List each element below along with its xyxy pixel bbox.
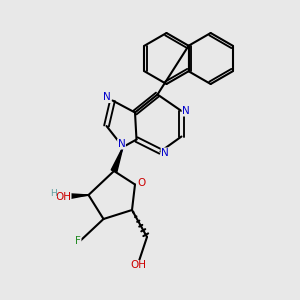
Polygon shape (111, 147, 123, 172)
Text: N: N (182, 106, 190, 116)
Text: O: O (137, 178, 145, 188)
Text: OH: OH (130, 260, 146, 271)
Text: H: H (50, 189, 56, 198)
Polygon shape (64, 194, 88, 200)
Text: OH: OH (55, 191, 71, 202)
Text: N: N (103, 92, 111, 103)
Text: N: N (118, 139, 125, 149)
Text: F: F (75, 236, 81, 247)
Text: N: N (161, 148, 169, 158)
